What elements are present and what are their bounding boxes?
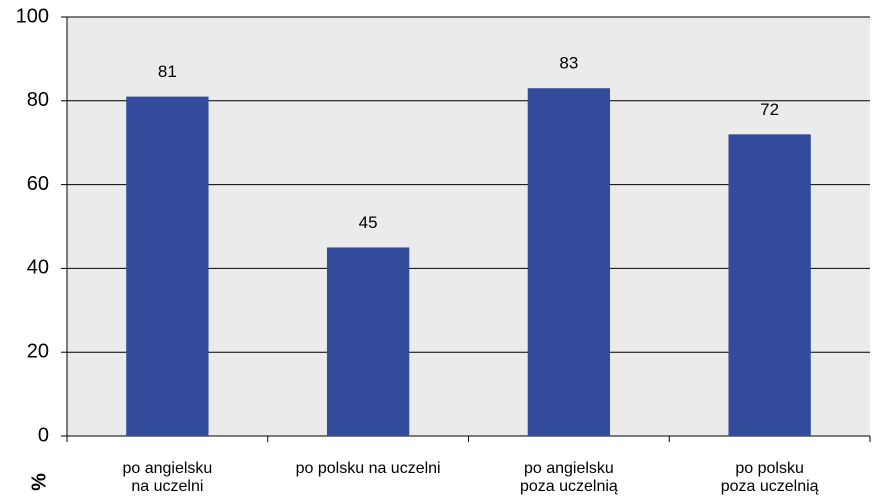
x-tick-label: po angielsku [122,460,212,477]
value-label: 81 [158,62,177,81]
x-tick-label: po polsku [735,460,804,477]
y-tick-label: 100 [16,5,49,27]
y-axis-label: % [28,473,50,491]
x-tick-label: na uczelni [131,478,203,495]
y-tick-label: 40 [27,257,49,279]
bar [126,96,209,437]
bar [527,88,611,436]
y-tick-label: 80 [27,89,49,111]
y-tick-label: 20 [27,340,49,362]
y-tick-label: 60 [27,173,49,195]
x-tick-label: poza uczelnią [520,478,618,495]
value-label: 83 [559,54,578,73]
value-label: 45 [359,213,378,232]
x-tick-label: po polsku na uczelni [296,460,441,477]
bar [728,134,811,436]
x-tick-label: poza uczelnią [721,478,819,495]
y-tick-label: 0 [38,424,49,446]
x-tick-label: po angielsku [524,460,614,477]
value-label: 72 [760,100,779,119]
bar [326,247,410,436]
